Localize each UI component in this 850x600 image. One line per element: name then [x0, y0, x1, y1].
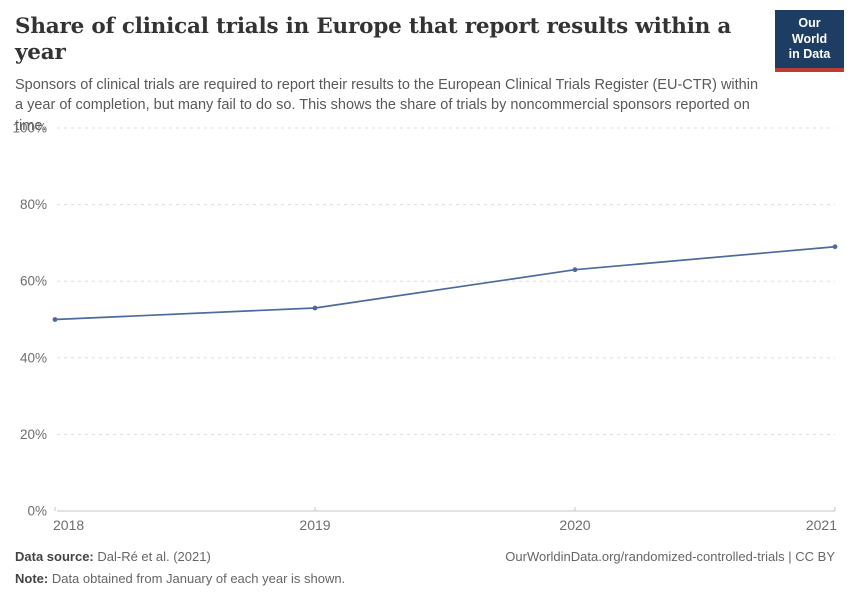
- data-line: [54, 245, 836, 321]
- x-tick-label: 2020: [559, 517, 590, 533]
- y-tick-label: 20%: [20, 427, 47, 442]
- owid-logo[interactable]: Our World in Data: [775, 10, 844, 72]
- data-source-value: Dal-Ré et al. (2021): [93, 549, 211, 564]
- y-tick-label: 100%: [12, 121, 47, 136]
- data-point[interactable]: [572, 267, 578, 273]
- y-tick-label: 0%: [27, 504, 47, 519]
- chart-footer: Data source: Dal-Ré et al. (2021) OurWor…: [15, 546, 835, 590]
- data-point[interactable]: [832, 244, 838, 250]
- x-tick-label: 2021: [806, 517, 837, 533]
- chart-header: Share of clinical trials in Europe that …: [15, 14, 835, 136]
- note-line: Note: Data obtained from January of each…: [15, 568, 835, 590]
- owid-logo-line1: Our World: [791, 16, 828, 46]
- x-tick-label: 2019: [299, 517, 330, 533]
- y-tick-label: 60%: [20, 274, 47, 289]
- data-point[interactable]: [312, 305, 318, 311]
- y-tick-label: 40%: [20, 350, 47, 365]
- x-tick-label: 2018: [53, 517, 84, 533]
- note-label: Note:: [15, 571, 49, 587]
- data-source-label: Data source:: [15, 549, 94, 564]
- note-value: Data obtained from January of each year …: [48, 571, 346, 587]
- chart-title: Share of clinical trials in Europe that …: [15, 14, 732, 65]
- footer-link[interactable]: OurWorldinData.org/randomized-controlled…: [505, 549, 835, 564]
- chart-subtitle: Sponsors of clinical trials are required…: [15, 76, 759, 134]
- chart-svg[interactable]: 0% 20% 40% 60% 80% 100% 2018 2019 2020 2021: [0, 115, 850, 535]
- data-point[interactable]: [52, 317, 58, 322]
- owid-logo-line2: in Data: [788, 47, 831, 62]
- data-source-line: Data source: Dal-Ré et al. (2021): [15, 546, 211, 568]
- line-chart[interactable]: 0% 20% 40% 60% 80% 100% 2018 2019 2020 2021: [0, 115, 850, 535]
- y-tick-label: 80%: [20, 197, 47, 212]
